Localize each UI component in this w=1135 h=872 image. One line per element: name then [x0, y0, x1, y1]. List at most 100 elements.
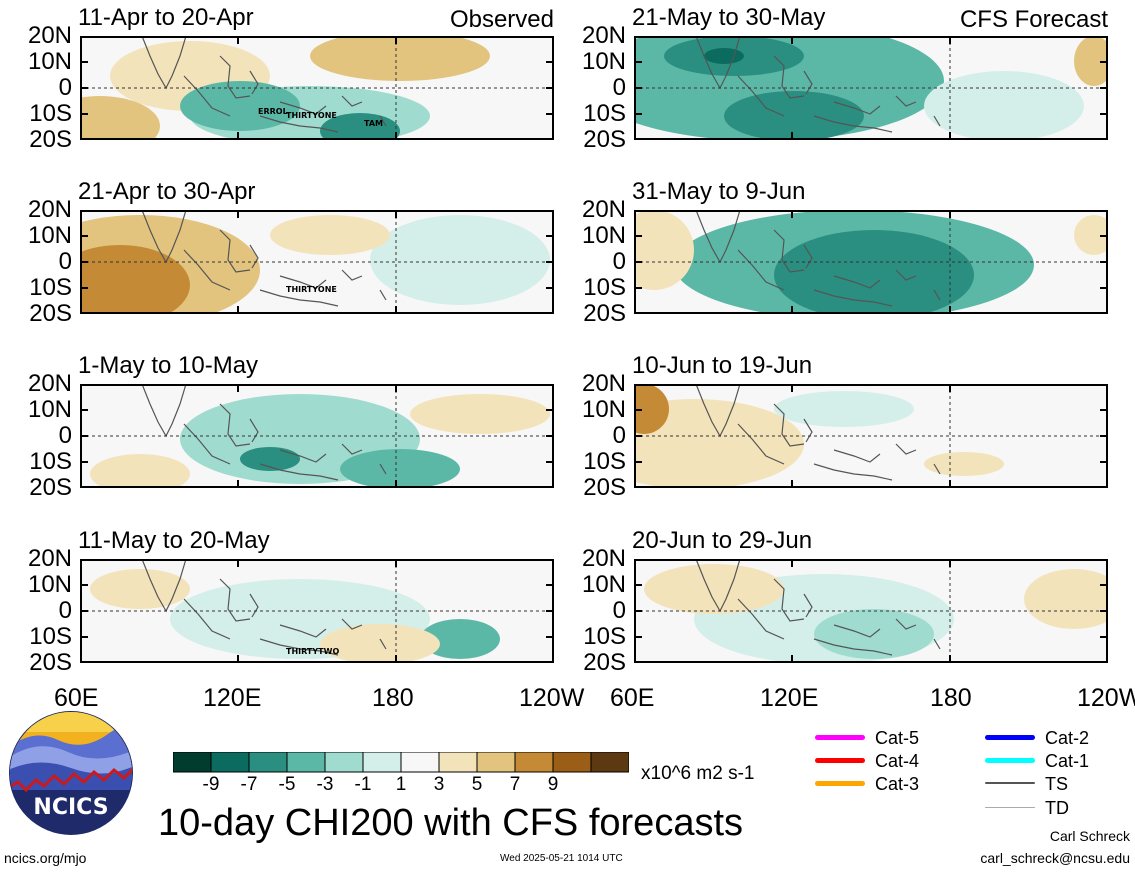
shading-region	[340, 449, 460, 488]
storm-label: ERROL	[258, 107, 288, 116]
storm-label: THIRTYONE	[286, 111, 337, 120]
colorbar-tick-label: -9	[202, 774, 220, 795]
map-field	[634, 36, 1108, 140]
shading-region	[320, 113, 400, 140]
panel-title: 20-Jun to 29-Jun	[632, 527, 813, 554]
shading-region	[634, 384, 669, 434]
lat-label: 20N	[581, 196, 626, 223]
lat-label: 10S	[29, 100, 72, 127]
shading-region	[420, 619, 500, 659]
shading-region	[924, 452, 1004, 476]
legend-line	[985, 734, 1035, 740]
lat-label: 10S	[29, 274, 72, 301]
colorbar-tick-label: -1	[354, 774, 372, 795]
colorbar-swatch	[476, 752, 516, 773]
map-field	[634, 210, 1108, 314]
legend-label: TD	[1045, 798, 1069, 818]
lat-label: 0	[612, 422, 626, 449]
colorbar-swatch	[362, 752, 402, 773]
colorbar-swatch	[400, 752, 440, 773]
lat-label: 10N	[581, 222, 626, 249]
shading-region	[80, 96, 160, 140]
lat-label: 20S	[29, 126, 72, 153]
lat-label: 10N	[27, 222, 72, 249]
shading-region	[1024, 569, 1108, 629]
lat-label: 10S	[29, 448, 72, 475]
colorbar-swatch	[248, 752, 288, 773]
shading-region	[724, 91, 864, 140]
lat-label: 0	[612, 597, 626, 624]
shading-region	[310, 36, 490, 81]
colorbar-tick-label: 3	[433, 774, 445, 795]
colorbar-tick-label: -3	[316, 774, 334, 795]
shading-region	[90, 569, 190, 609]
shading-region	[644, 564, 784, 614]
lat-label: 20N	[581, 370, 626, 397]
footer-timestamp: Wed 2025-05-21 1014 UTC	[500, 853, 623, 864]
legend-label: Cat-1	[1045, 751, 1090, 771]
lat-label: 0	[612, 74, 626, 101]
lat-label: 20N	[27, 196, 72, 223]
lat-label: 20N	[27, 545, 72, 572]
panel-title: 10-Jun to 19-Jun	[632, 352, 813, 379]
map-field: THIRTYONE	[80, 210, 554, 314]
legend-label: TS	[1045, 774, 1069, 794]
lat-label: 10N	[581, 396, 626, 423]
lat-label: 20S	[29, 649, 72, 676]
shading-region	[704, 48, 744, 64]
colorbar-swatch	[286, 752, 326, 773]
footer-url[interactable]: ncics.org/mjo	[4, 850, 87, 866]
lat-label: 20N	[27, 22, 72, 49]
lat-label: 0	[58, 74, 72, 101]
lon-label-180-right: 180	[930, 684, 972, 712]
shading-region	[370, 215, 550, 305]
panel-title: 11-May to 20-May	[78, 527, 270, 554]
lon-label-120w-left: 120W	[519, 684, 585, 712]
panel-tag: Observed	[449, 6, 554, 33]
legend-label: Cat-3	[875, 774, 920, 794]
lat-label: 20S	[29, 300, 72, 327]
lat-label: 20N	[27, 370, 72, 397]
lon-label-120e-right: 120E	[760, 684, 819, 712]
legend-line	[985, 782, 1035, 784]
map-field	[80, 384, 554, 488]
colorbar-swatch	[514, 752, 554, 773]
map-field: THIRTYTWO	[80, 559, 554, 663]
legend-line	[985, 806, 1035, 808]
shading-region	[240, 447, 300, 471]
shading-region	[90, 454, 190, 488]
storm-label: THIRTYONE	[286, 285, 337, 294]
lon-label-120w-right: 120W	[1077, 684, 1135, 712]
map-field	[634, 384, 1108, 488]
lat-label: 10S	[29, 623, 72, 650]
storm-label: TAM	[364, 119, 383, 128]
legend-line	[815, 757, 865, 763]
footer-author: Carl Schreck	[1049, 828, 1130, 844]
lat-label: 10S	[583, 623, 626, 650]
lat-label: 20S	[583, 649, 626, 676]
legend-label: Cat-2	[1045, 728, 1090, 748]
lon-label-60e-left: 60E	[54, 684, 99, 712]
colorbar-tick-label: 5	[471, 774, 483, 795]
footer-email[interactable]: carl_schreck@ncsu.edu	[980, 850, 1130, 866]
lat-label: 0	[58, 597, 72, 624]
shading-region	[320, 624, 440, 663]
colorbar-swatch	[324, 752, 364, 773]
lon-label-60e-right: 60E	[610, 684, 655, 712]
legend-line	[985, 757, 1035, 763]
colorbar-swatch	[552, 752, 592, 773]
colorbar-swatch	[438, 752, 478, 773]
panel-title: 31-May to 9-Jun	[632, 178, 806, 205]
panel-title: 11-Apr to 20-Apr	[78, 4, 254, 31]
lat-label: 10N	[27, 396, 72, 423]
shading-region	[270, 215, 390, 255]
colorbar-tick-label: -5	[278, 774, 296, 795]
shading-region	[774, 391, 914, 427]
lon-label-120e-left: 120E	[203, 684, 262, 712]
panel-title: 1-May to 10-May	[78, 352, 259, 379]
panel-title: 21-Apr to 30-Apr	[78, 178, 256, 205]
shading-region	[924, 71, 1084, 140]
lat-label: 20S	[583, 474, 626, 501]
lat-label: 10S	[583, 448, 626, 475]
lat-label: 10N	[581, 48, 626, 75]
